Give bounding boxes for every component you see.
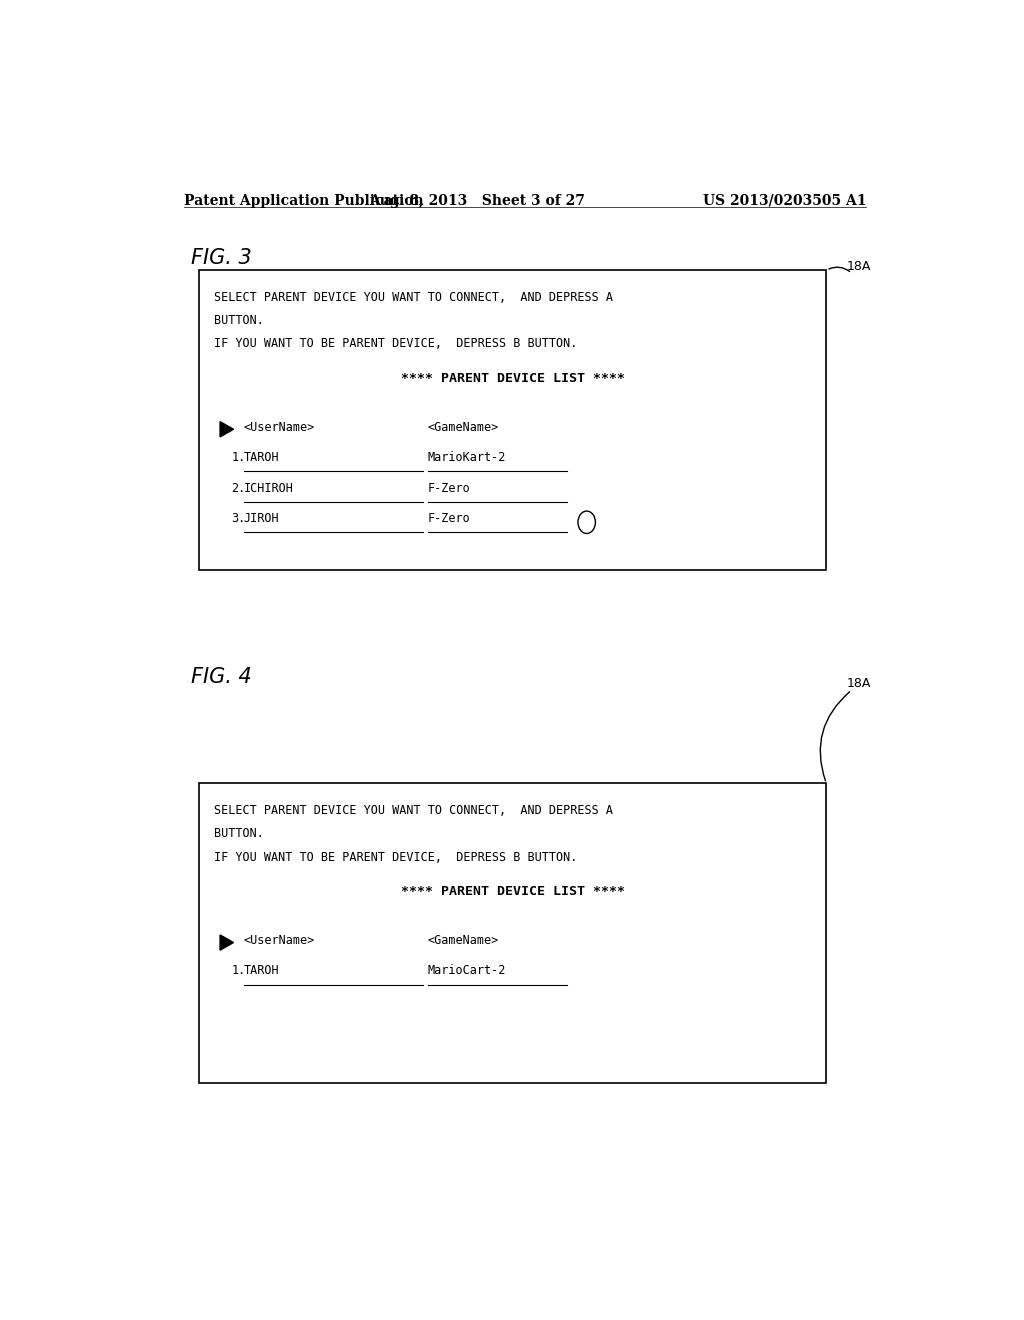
Text: TAROH: TAROH [244, 451, 280, 465]
Text: **** PARENT DEVICE LIST ****: **** PARENT DEVICE LIST **** [400, 372, 625, 385]
Text: IF YOU WANT TO BE PARENT DEVICE,  DEPRESS B BUTTON.: IF YOU WANT TO BE PARENT DEVICE, DEPRESS… [214, 850, 578, 863]
Text: SELECT PARENT DEVICE YOU WANT TO CONNECT,  AND DEPRESS A: SELECT PARENT DEVICE YOU WANT TO CONNECT… [214, 804, 612, 817]
Text: TAROH: TAROH [244, 965, 280, 977]
Text: SELECT PARENT DEVICE YOU WANT TO CONNECT,  AND DEPRESS A: SELECT PARENT DEVICE YOU WANT TO CONNECT… [214, 290, 612, 304]
Text: 1.: 1. [231, 451, 246, 465]
Text: <GameName>: <GameName> [428, 421, 500, 434]
Bar [200, 271, 826, 570]
Text: US 2013/0203505 A1: US 2013/0203505 A1 [702, 194, 866, 209]
Text: F-Zero: F-Zero [428, 482, 471, 495]
Text: 1.: 1. [231, 965, 246, 977]
Text: MarioCart-2: MarioCart-2 [428, 965, 506, 977]
Text: IF YOU WANT TO BE PARENT DEVICE,  DEPRESS B BUTTON.: IF YOU WANT TO BE PARENT DEVICE, DEPRESS… [214, 338, 578, 350]
Text: 18A: 18A [846, 260, 870, 273]
Polygon shape [220, 935, 233, 950]
Text: FIG. 3: FIG. 3 [191, 248, 252, 268]
Text: <GameName>: <GameName> [428, 935, 500, 946]
Text: 3.: 3. [231, 512, 246, 525]
Text: ICHIROH: ICHIROH [244, 482, 294, 495]
Text: JIROH: JIROH [244, 512, 280, 525]
Text: 18A: 18A [846, 677, 870, 690]
Polygon shape [220, 421, 233, 437]
Text: BUTTON.: BUTTON. [214, 314, 263, 327]
Text: <UserName>: <UserName> [244, 421, 315, 434]
Text: F-Zero: F-Zero [428, 512, 471, 525]
Text: **** PARENT DEVICE LIST ****: **** PARENT DEVICE LIST **** [400, 886, 625, 898]
Text: MarioKart-2: MarioKart-2 [428, 451, 506, 465]
Text: <UserName>: <UserName> [244, 935, 315, 946]
Text: Patent Application Publication: Patent Application Publication [183, 194, 423, 209]
Bar [200, 784, 826, 1084]
Text: 2.: 2. [231, 482, 246, 495]
Text: BUTTON.: BUTTON. [214, 828, 263, 841]
Text: FIG. 4: FIG. 4 [191, 667, 252, 686]
Text: Aug. 8, 2013   Sheet 3 of 27: Aug. 8, 2013 Sheet 3 of 27 [370, 194, 585, 209]
